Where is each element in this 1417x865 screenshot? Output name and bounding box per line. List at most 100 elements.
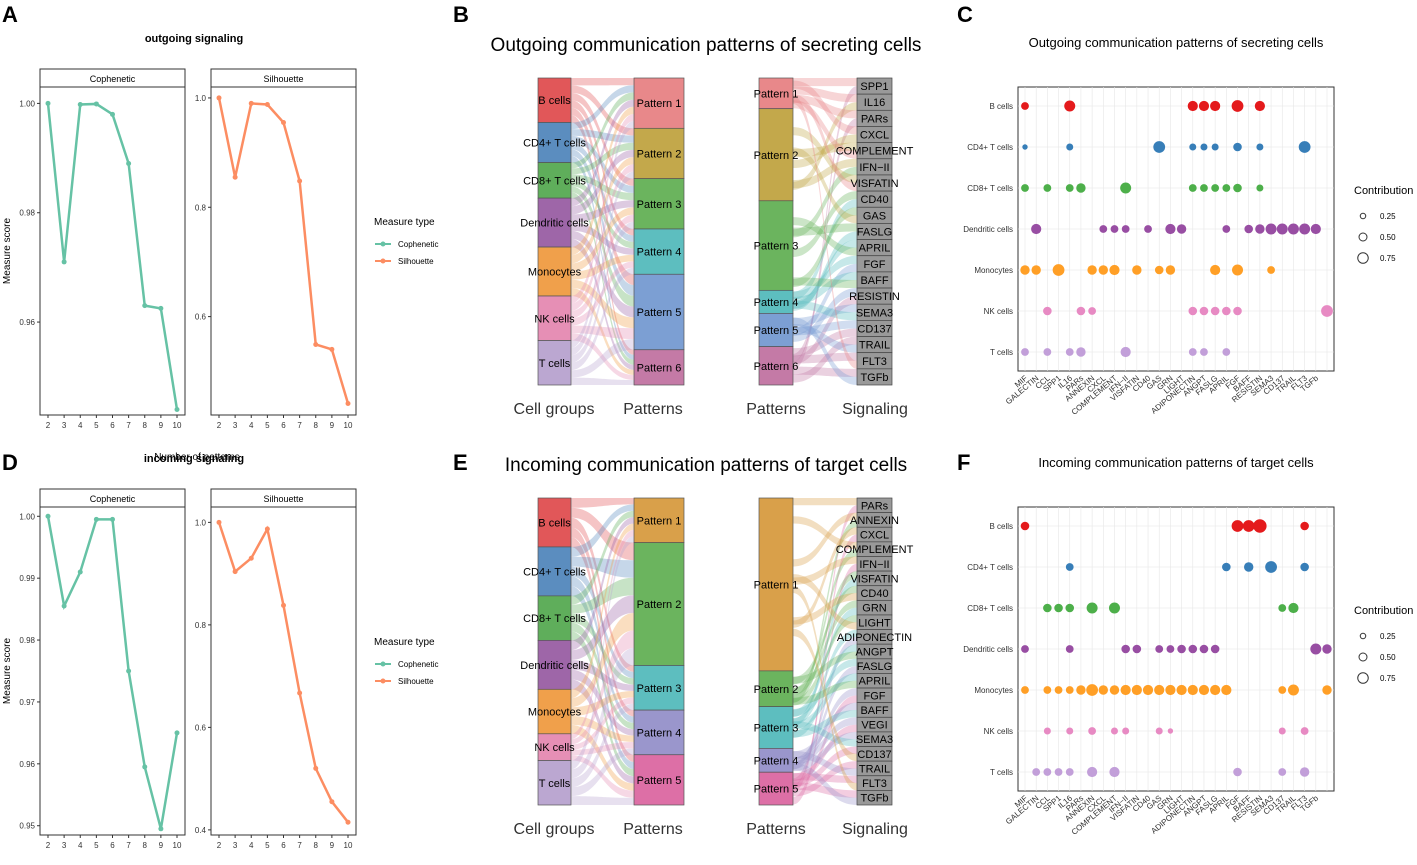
data-point: [61, 603, 67, 609]
flow-ribbon: [571, 613, 634, 685]
alluvial-axis-label: Patterns: [623, 821, 683, 838]
row-label: NK cells: [984, 727, 1013, 736]
contribution-dot: [1278, 604, 1287, 612]
signal-label: CD40: [860, 588, 888, 600]
data-point: [142, 303, 148, 309]
contribution-dot: [1120, 684, 1131, 696]
pattern-box: [633, 542, 685, 666]
flow-ribbon: [571, 85, 634, 136]
y-tick-label: 0.4: [195, 826, 207, 835]
cell-group-label: Dendritic cells: [520, 660, 589, 672]
contribution-dot: [1165, 684, 1176, 696]
contribution-dot: [1300, 562, 1309, 572]
contribution-dot: [1310, 643, 1322, 655]
pattern-box: [758, 313, 794, 347]
flow-ribbon: [571, 92, 634, 169]
flow-ribbon: [793, 574, 857, 630]
contribution-dot: [1155, 645, 1164, 653]
flow-ribbon: [793, 651, 857, 684]
legend-label: 0.75: [1380, 254, 1396, 263]
contribution-dot: [1020, 265, 1030, 275]
alluvial-axis-label: Signaling: [842, 821, 908, 838]
flow-ribbon: [571, 85, 634, 130]
y-tick-label: 0.98: [19, 636, 35, 645]
x-tick-label: 8: [314, 421, 319, 430]
signal-label: ANGPT: [856, 647, 894, 659]
contribution-dot: [1276, 223, 1288, 235]
legend-label: 0.25: [1380, 212, 1396, 221]
row-label: Monocytes: [974, 686, 1013, 695]
contribution-dot: [1110, 225, 1119, 233]
flow-ribbon: [793, 199, 857, 300]
flow-ribbon: [571, 325, 634, 339]
data-point: [281, 120, 286, 126]
signal-box: [856, 368, 893, 386]
flow-ribbon: [571, 566, 634, 679]
flow-ribbon: [793, 127, 857, 184]
chart-title: incoming signaling: [144, 453, 244, 465]
pattern-label: Pattern 2: [637, 599, 682, 611]
contribution-dot: [1165, 265, 1176, 275]
contribution-dot: [1231, 520, 1244, 532]
cell-group-label: B cells: [538, 517, 571, 529]
flow-ribbon: [793, 512, 857, 567]
contribution-dot: [1076, 183, 1086, 193]
signal-label: TGFb: [860, 793, 888, 805]
legend-label: Cophenetic: [398, 660, 438, 669]
dotplot-title: Outgoing communication patterns of secre…: [1029, 35, 1324, 50]
cell-group-box: [537, 340, 572, 386]
legend-label: Silhouette: [398, 257, 434, 266]
legend-size-key: [1357, 252, 1369, 264]
flow-ribbon: [793, 761, 857, 797]
flow-ribbon: [793, 731, 857, 771]
row-label: CD4+ T cells: [967, 563, 1013, 572]
x-tick-label: 5: [94, 841, 99, 850]
contribution-dot: [1076, 685, 1086, 695]
signal-label: BAFF: [860, 705, 888, 717]
contribution-dot: [1065, 768, 1074, 776]
flow-ribbon: [793, 763, 857, 805]
signal-label: IFN−II: [859, 559, 889, 571]
y-tick-label: 0.6: [195, 723, 207, 732]
signal-label: BAFF: [860, 275, 888, 287]
contribution-dot: [1066, 143, 1074, 151]
flow-ribbon: [571, 200, 634, 223]
contribution-dot: [1098, 265, 1108, 275]
y-tick-label: 0.99: [19, 574, 35, 583]
pattern-label: Pattern 3: [637, 199, 682, 211]
contribution-dot: [1265, 561, 1277, 573]
pattern-box: [633, 709, 685, 756]
flow-ribbon: [793, 80, 857, 135]
panel-d-incoming-measure-chart: incoming signaling Cophenetic 0.95 0.96 0.97…: [2, 453, 438, 850]
contribution-dot: [1278, 768, 1287, 776]
data-point: [232, 174, 238, 180]
signal-label: TGFb: [860, 372, 888, 384]
contribution-dot: [1031, 265, 1041, 275]
contribution-dot: [1154, 684, 1165, 696]
panel-letter-c: C: [957, 2, 973, 27]
flow-ribbon: [793, 563, 857, 805]
flow-ribbon: [571, 536, 634, 770]
flow-ribbon: [571, 142, 634, 175]
contribution-dot: [1232, 264, 1244, 276]
panel-letter-b: B: [453, 2, 469, 27]
flow-ribbon: [571, 724, 634, 791]
x-tick-label: 2: [46, 841, 51, 850]
series-line-silhouette: [217, 521, 349, 823]
flow-ribbon: [571, 507, 634, 561]
contribution-dot: [1210, 684, 1221, 696]
flow-ribbon: [793, 772, 857, 784]
contribution-dot: [1188, 644, 1198, 654]
flow-ribbon: [793, 628, 857, 762]
flow-ribbon: [793, 328, 857, 357]
row-label: CD8+ T cells: [967, 604, 1013, 613]
x-tick-label: 3: [233, 841, 238, 850]
flow-ribbon: [793, 95, 857, 369]
row-label: T cells: [990, 348, 1013, 357]
flow-ribbon: [793, 527, 857, 628]
flow-ribbon: [793, 607, 857, 718]
flow-ribbon: [571, 99, 634, 207]
flow-ribbon: [571, 261, 634, 326]
pattern-label: Pattern 2: [754, 684, 799, 696]
data-point: [264, 101, 270, 107]
